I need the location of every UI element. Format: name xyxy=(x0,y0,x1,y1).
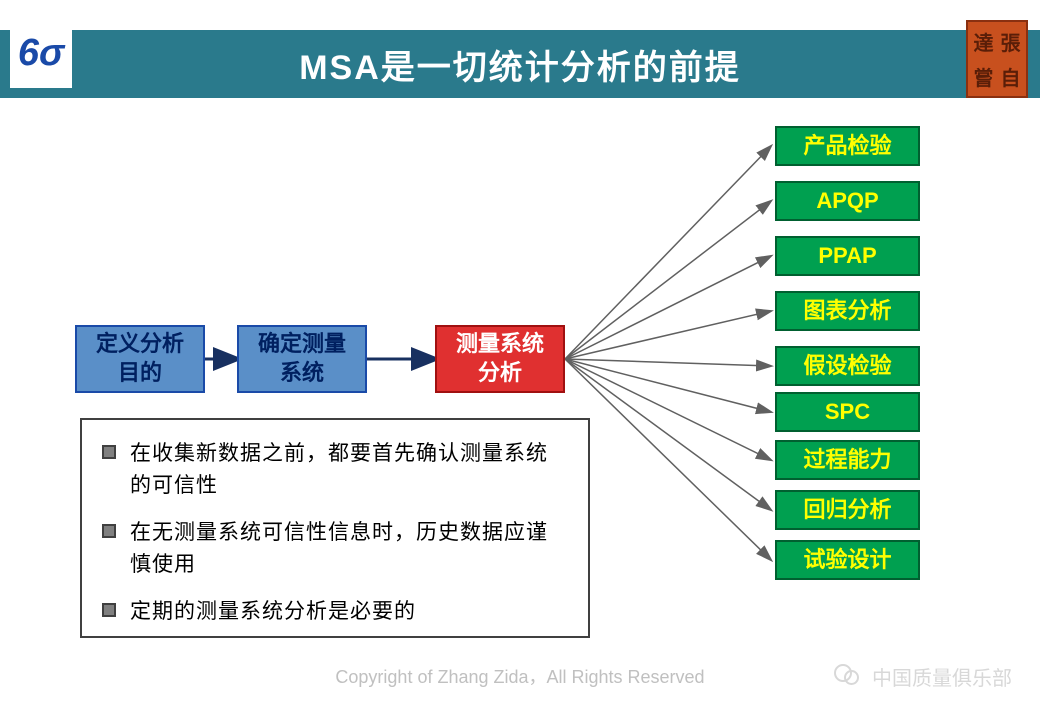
output-node: 假设检验 xyxy=(775,346,920,386)
output-node: 试验设计 xyxy=(775,540,920,580)
flow-node-msa: 测量系统分析 xyxy=(435,325,565,393)
output-node: SPC xyxy=(775,392,920,432)
note-item: 在收集新数据之前，都要首先确认测量系统的可信性 xyxy=(102,438,568,501)
output-node: 图表分析 xyxy=(775,291,920,331)
title-bar: MSA是一切统计分析的前提 xyxy=(0,30,1040,98)
note-text: 在收集新数据之前，都要首先确认测量系统的可信性 xyxy=(130,438,568,501)
output-node: 产品检验 xyxy=(775,126,920,166)
bullet-icon xyxy=(102,445,116,459)
flow-node-define: 定义分析目的 xyxy=(75,325,205,393)
watermark: 中国质量俱乐部 xyxy=(834,662,1012,691)
seal-char: 自 xyxy=(997,59,1024,94)
note-item: 在无测量系统可信性信息时，历史数据应谨慎使用 xyxy=(102,517,568,580)
six-sigma-logo: 6σ xyxy=(10,18,72,88)
bullet-icon xyxy=(102,603,116,617)
seal-char: 張 xyxy=(997,24,1024,59)
note-item: 定期的测量系统分析是必要的 xyxy=(102,596,568,628)
watermark-text: 中国质量俱乐部 xyxy=(872,662,1012,691)
seal-char: 達 xyxy=(970,24,997,59)
page-title: MSA是一切统计分析的前提 xyxy=(299,40,741,89)
seal-stamp: 達 張 嘗 自 xyxy=(966,20,1028,98)
note-text: 在无测量系统可信性信息时，历史数据应谨慎使用 xyxy=(130,517,568,580)
output-node: PPAP xyxy=(775,236,920,276)
flow-node-determine: 确定测量系统 xyxy=(237,325,367,393)
output-node: APQP xyxy=(775,181,920,221)
seal-char: 嘗 xyxy=(970,59,997,94)
bullet-icon xyxy=(102,524,116,538)
output-node: 回归分析 xyxy=(775,490,920,530)
note-text: 定期的测量系统分析是必要的 xyxy=(130,596,568,628)
notes-panel: 在收集新数据之前，都要首先确认测量系统的可信性 在无测量系统可信性信息时，历史数… xyxy=(80,418,590,638)
output-node: 过程能力 xyxy=(775,440,920,480)
wechat-icon xyxy=(834,664,864,690)
